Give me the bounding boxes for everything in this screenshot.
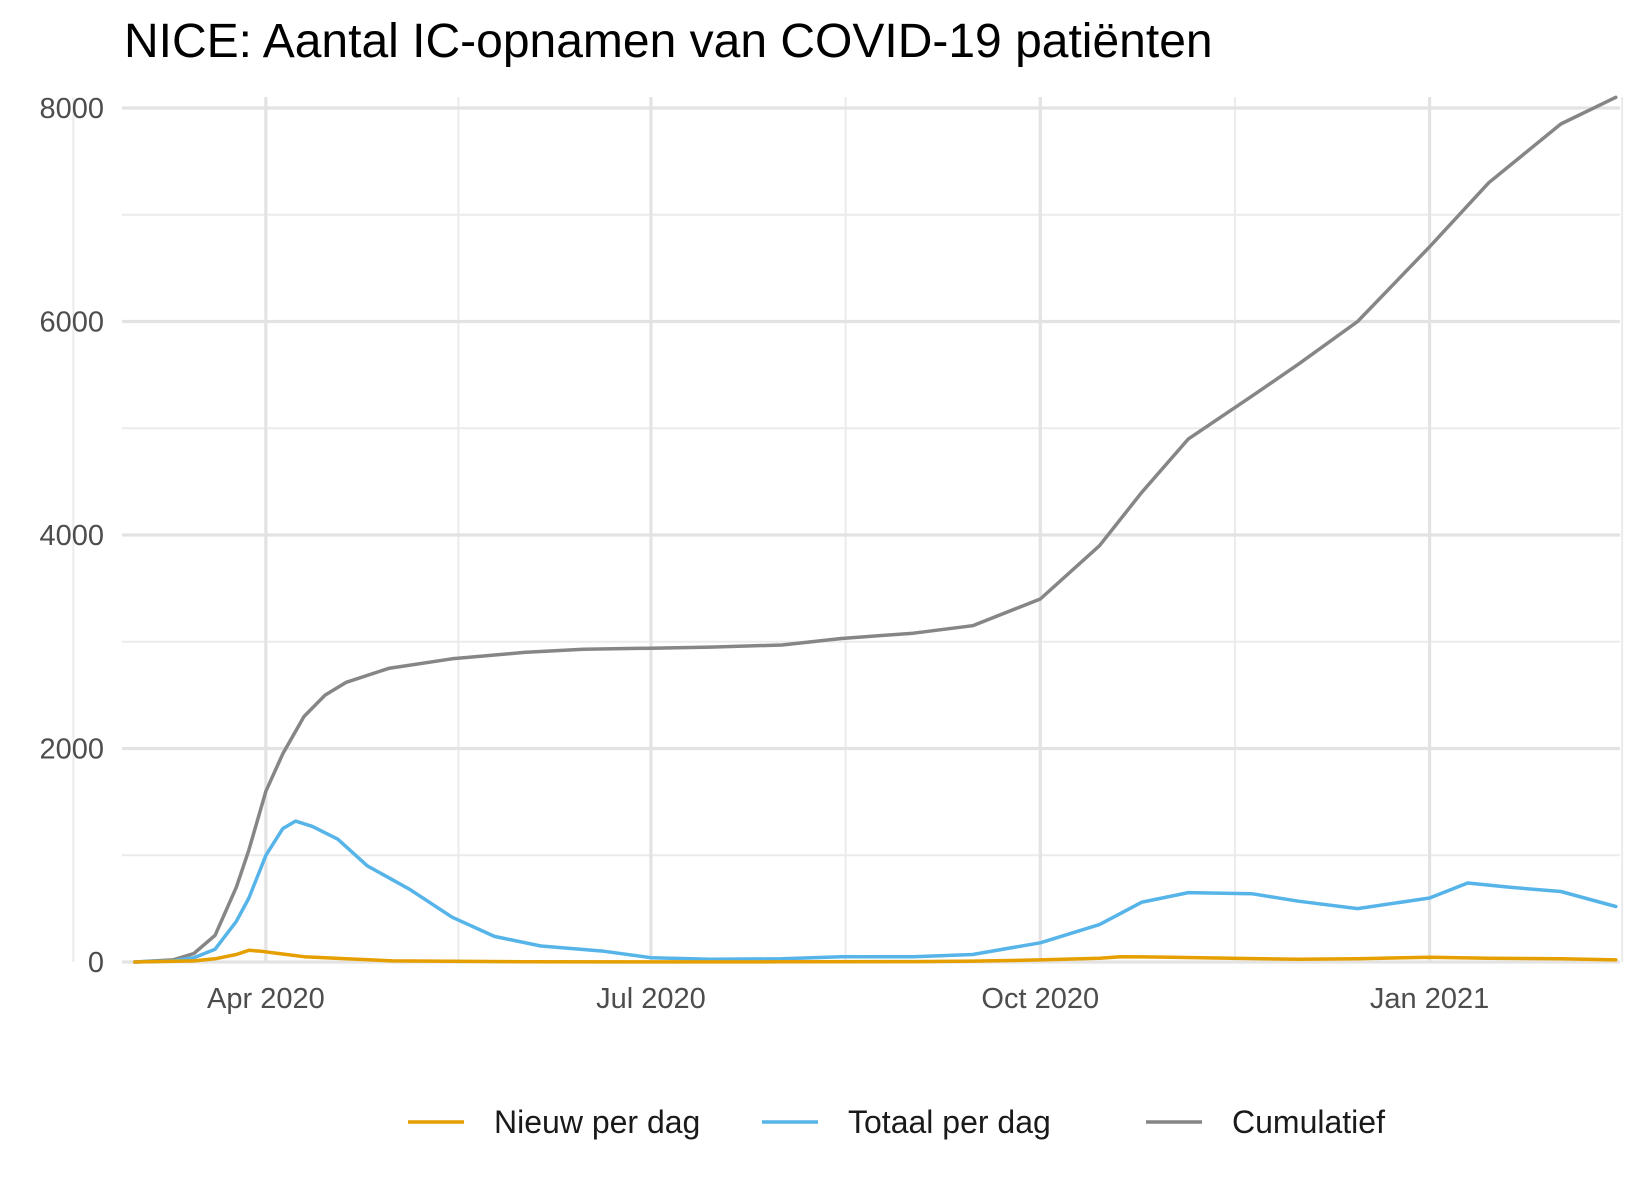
legend: Nieuw per dag Totaal per dag Cumulatief (408, 1104, 1385, 1140)
legend-label-totaal-per-dag: Totaal per dag (848, 1104, 1051, 1140)
legend-label-cumulatief: Cumulatief (1232, 1104, 1385, 1140)
x-tick-label: Jul 2020 (596, 983, 706, 1015)
x-tick-label: Oct 2020 (981, 983, 1099, 1015)
legend-label-nieuw-per-dag: Nieuw per dag (494, 1104, 700, 1140)
y-tick-label: 0 (88, 947, 104, 979)
x-tick-label: Jan 2021 (1370, 983, 1489, 1015)
series-line-cumulatief (132, 95, 1618, 964)
series-line-totaal-per-dag (132, 819, 1618, 964)
grid-lines (72, 97, 1624, 964)
series-lines (132, 95, 1618, 964)
y-tick-label: 4000 (39, 520, 104, 552)
chart-title: NICE: Aantal IC-opnamen van COVID-19 pat… (124, 15, 1213, 68)
y-tick-label: 2000 (39, 734, 104, 766)
y-tick-label: 8000 (39, 93, 104, 125)
y-tick-label: 6000 (39, 307, 104, 339)
x-tick-label: Apr 2020 (207, 983, 325, 1015)
series-line-nieuw-per-dag (132, 948, 1618, 964)
axis-labels: 0 2000 4000 6000 8000 Apr 2020 Jul 2020 Oct 202… (39, 93, 1489, 1015)
